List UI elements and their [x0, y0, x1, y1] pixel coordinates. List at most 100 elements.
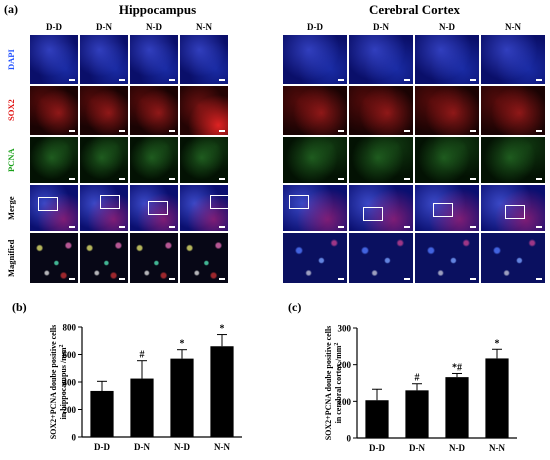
- bar: [130, 378, 154, 437]
- y-tick-label: 600: [63, 350, 77, 360]
- micrograph-cortex: [415, 86, 479, 135]
- y-axis-label-superscript: 2: [334, 343, 340, 346]
- micrograph-hippocampus: [80, 233, 128, 283]
- micrograph-cortex: [349, 137, 413, 183]
- y-tick-label: 0: [72, 433, 77, 443]
- micrograph-hippocampus: [80, 35, 128, 84]
- bar: [365, 400, 389, 438]
- x-tick-label: D-D: [94, 442, 110, 452]
- bar: [210, 346, 234, 437]
- micrograph-hippocampus: [130, 233, 178, 283]
- significance-marker: *: [180, 339, 185, 350]
- y-tick-label: 400: [63, 378, 77, 388]
- y-axis-label: SOX2+PCNA doube positive cells: [49, 325, 58, 440]
- y-tick-label: 800: [63, 323, 77, 333]
- micrograph-hippocampus: [30, 233, 78, 283]
- column-label-hippocampus: D-N: [96, 22, 112, 32]
- micrograph-hippocampus: [80, 86, 128, 135]
- roi-box: [289, 195, 309, 209]
- micrograph-hippocampus: [30, 86, 78, 135]
- y-axis-label-unit: in cerebral cortex /mm2: [334, 343, 343, 424]
- bar: [445, 377, 469, 438]
- column-label-cortex: N-N: [505, 22, 521, 32]
- micrograph-hippocampus: [180, 185, 228, 231]
- panel-a-label: (a): [4, 2, 18, 16]
- micrograph-cortex: [349, 35, 413, 84]
- micrograph-cortex: [415, 35, 479, 84]
- micrograph-hippocampus: [180, 86, 228, 135]
- significance-marker: #: [415, 373, 420, 384]
- significance-marker: *: [220, 324, 225, 335]
- column-label-hippocampus: N-N: [196, 22, 212, 32]
- micrograph-hippocampus: [30, 35, 78, 84]
- y-axis-label: SOX2+PCNA doube positive cells: [324, 326, 333, 441]
- micrograph-cortex: [349, 185, 413, 231]
- roi-box: [210, 195, 228, 209]
- column-label-cortex: D-D: [307, 22, 323, 32]
- bar: [485, 358, 509, 438]
- y-tick-label: 300: [338, 324, 352, 334]
- row-label: PCNA: [6, 148, 16, 172]
- micrograph-cortex: [481, 233, 545, 283]
- column-label-hippocampus: N-D: [146, 22, 162, 32]
- cerebral-cortex-title: Cerebral Cortex: [368, 2, 461, 17]
- micrograph-cortex: [283, 233, 347, 283]
- micrograph-hippocampus: [30, 185, 78, 231]
- row-label: Merge: [6, 196, 16, 220]
- x-tick-label: N-D: [449, 443, 465, 453]
- row-label: DAPI: [6, 49, 16, 70]
- x-tick-label: N-D: [174, 442, 190, 452]
- micrograph-hippocampus: [130, 35, 178, 84]
- micrograph-cortex: [283, 185, 347, 231]
- x-tick-label: N-N: [214, 442, 230, 452]
- x-tick-label: N-N: [489, 443, 505, 453]
- micrograph-cortex: [481, 185, 545, 231]
- significance-marker: *: [495, 338, 500, 349]
- x-tick-label: D-D: [369, 443, 385, 453]
- x-tick-label: D-N: [134, 442, 150, 452]
- column-label-hippocampus: D-D: [46, 22, 62, 32]
- micrograph-cortex: [481, 35, 545, 84]
- bar-chart-hippocampus: 0 200 400 600 800 D-D # D-N * N-D * N-N SOX2+PCNA do…: [49, 323, 242, 452]
- x-tick-label: D-N: [409, 443, 425, 453]
- micrograph-hippocampus: [180, 137, 228, 183]
- panel-c-label: (c): [288, 300, 302, 314]
- micrograph-cortex: [481, 86, 545, 135]
- micrograph-cortex: [283, 35, 347, 84]
- significance-marker: *#: [452, 362, 462, 373]
- micrograph-hippocampus: [130, 86, 178, 135]
- roi-box: [433, 203, 453, 217]
- micrograph-cortex: [349, 86, 413, 135]
- y-tick-label: 100: [338, 397, 352, 407]
- panel-b-label: (b): [12, 300, 27, 314]
- row-label: Magnified: [6, 239, 16, 277]
- y-axis-label-unit: in hippocampus /mm2: [59, 344, 68, 419]
- micrograph-hippocampus: [180, 35, 228, 84]
- roi-box: [148, 201, 168, 215]
- hippocampus-title: Hippocampus: [118, 2, 197, 17]
- micrograph-hippocampus: [80, 137, 128, 183]
- micrograph-cortex: [283, 137, 347, 183]
- micrograph-hippocampus: [130, 137, 178, 183]
- micrograph-cortex: [349, 233, 413, 283]
- bar: [90, 390, 114, 437]
- bar: [170, 358, 194, 437]
- column-label-cortex: D-N: [373, 22, 389, 32]
- micrograph-cortex: [415, 185, 479, 231]
- micrograph-cortex: [481, 137, 545, 183]
- y-tick-label: 200: [338, 360, 352, 370]
- bar-chart-cerebral-cortex: 0 100 200 300 D-D # D-N *# N-D * N-N SOX2+PCNA doub…: [324, 324, 517, 453]
- micrograph-hippocampus: [180, 233, 228, 283]
- micrograph-hippocampus: [30, 137, 78, 183]
- micrograph-cortex: [415, 233, 479, 283]
- micrograph-cortex: [415, 137, 479, 183]
- roi-box: [505, 205, 525, 219]
- y-tick-label: 200: [63, 405, 77, 415]
- bar: [405, 390, 429, 438]
- y-axis-label-superscript: 2: [59, 344, 65, 347]
- row-label: SOX2: [6, 99, 16, 122]
- micrograph-cortex: [283, 86, 347, 135]
- roi-box: [100, 195, 120, 209]
- micrograph-hippocampus: [80, 185, 128, 231]
- significance-marker: #: [140, 350, 145, 361]
